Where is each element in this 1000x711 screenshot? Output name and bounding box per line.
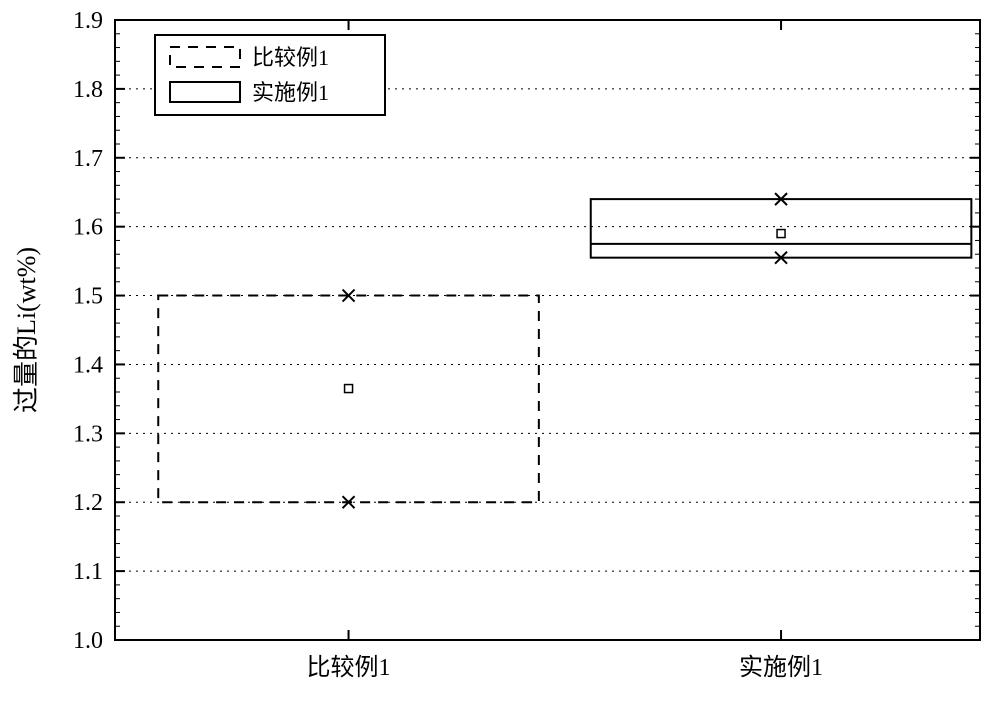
legend-label: 比较例1: [252, 45, 329, 70]
legend-label: 实施例1: [252, 80, 329, 105]
y-tick-label: 1.2: [73, 490, 103, 516]
y-tick-label: 1.3: [73, 421, 103, 447]
x-category-label: 实施例1: [739, 654, 823, 681]
y-tick-label: 1.7: [73, 146, 103, 172]
y-tick-label: 1.1: [73, 559, 103, 585]
y-tick-label: 1.6: [73, 215, 103, 241]
y-tick-label: 1.5: [73, 284, 103, 310]
y-tick-label: 1.0: [73, 628, 103, 654]
chart-container: 1.0 1.1 1.2 1.3 1.4 1.5 1.6 1.7 1.8 1.9 过量的Li(wt%)…: [0, 0, 1000, 711]
legend: 比较例1 实施例1: [155, 35, 385, 115]
y-tick-label: 1.9: [73, 8, 103, 34]
y-axis-label: 过量的Li(wt%): [12, 247, 41, 413]
boxplot-chart: 1.0 1.1 1.2 1.3 1.4 1.5 1.6 1.7 1.8 1.9 过量的Li(wt%)…: [0, 0, 1000, 711]
x-category-label: 比较例1: [307, 654, 391, 681]
y-tick-label: 1.4: [73, 352, 103, 378]
y-tick-label: 1.8: [73, 77, 103, 103]
